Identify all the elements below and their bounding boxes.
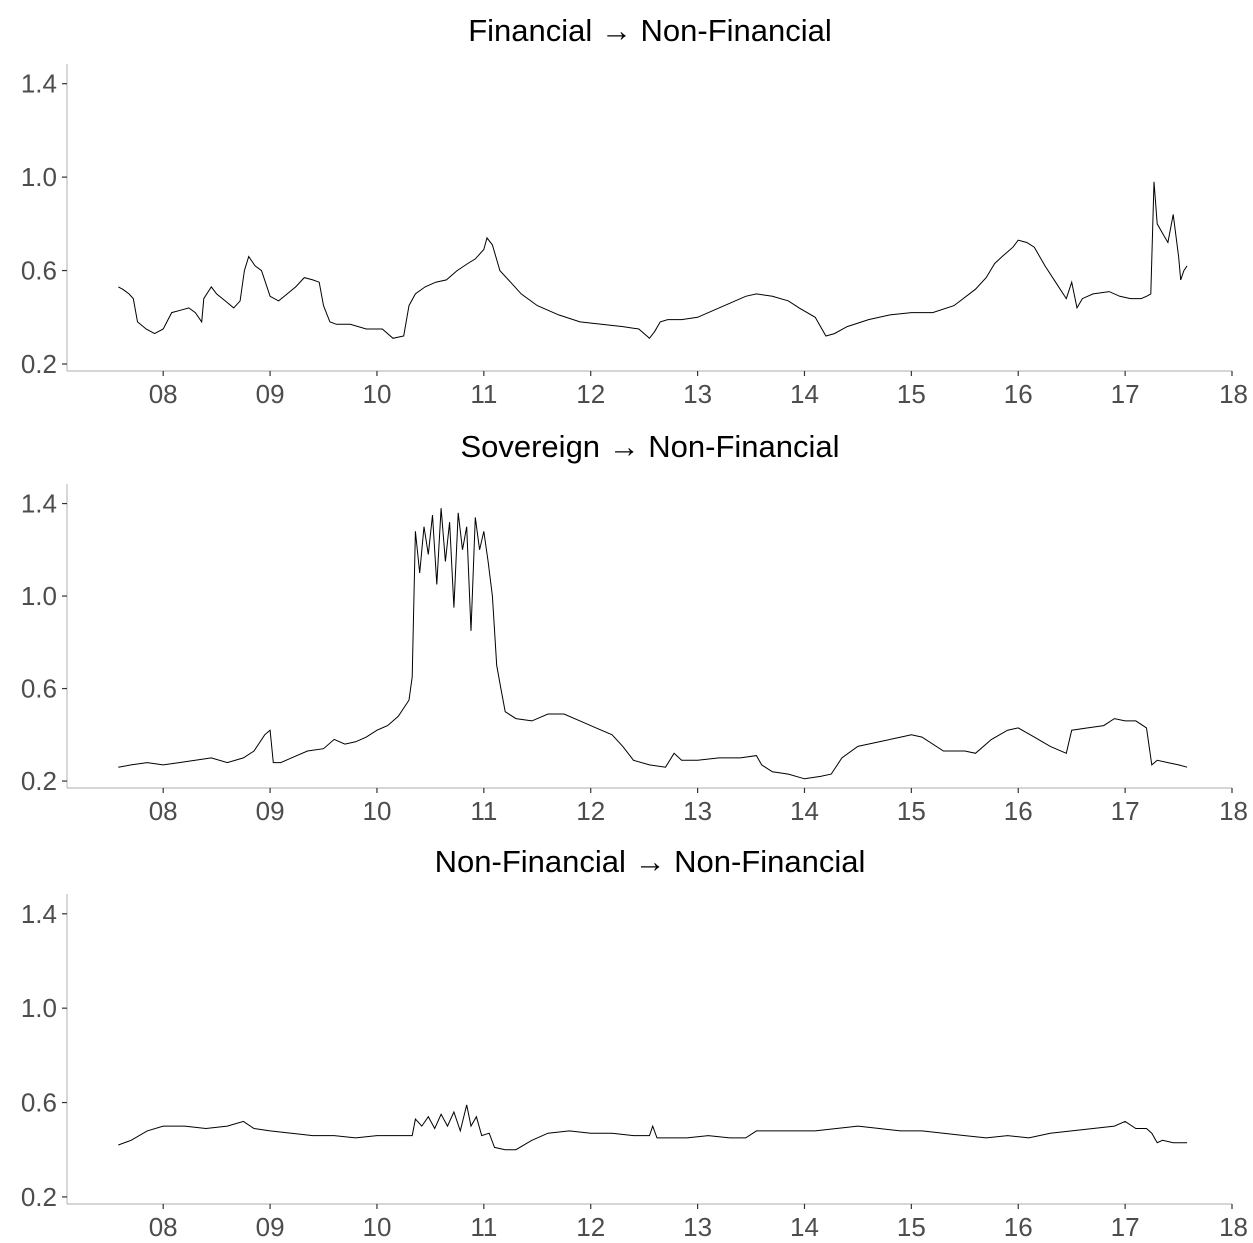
x-tick-label: 10 (362, 1212, 391, 1242)
y-tick-label: 1.0 (21, 993, 57, 1023)
y-tick-label: 0.2 (21, 766, 57, 796)
x-tick-label: 12 (576, 379, 605, 409)
y-tick-label: 1.4 (21, 489, 57, 519)
x-tick-label: 14 (790, 1212, 819, 1242)
panel-title: Sovereign → Non-Financial (460, 429, 839, 464)
x-tick-label: 09 (256, 379, 285, 409)
x-tick-label: 14 (790, 379, 819, 409)
y-tick-label: 0.2 (21, 1182, 57, 1212)
x-tick-label: 08 (149, 1212, 178, 1242)
x-tick-label: 12 (576, 1212, 605, 1242)
series-line (118, 181, 1188, 340)
panel-title: Non-Financial → Non-Financial (435, 844, 866, 879)
x-tick-label: 09 (256, 796, 285, 826)
y-tick-label: 0.6 (21, 1088, 57, 1118)
x-tick-label: 16 (1004, 379, 1033, 409)
y-tick-label: 0.6 (21, 256, 57, 286)
x-tick-label: 15 (897, 1212, 926, 1242)
x-tick-label: 17 (1111, 796, 1140, 826)
x-tick-label: 16 (1004, 1212, 1033, 1242)
y-tick-label: 1.4 (21, 899, 57, 929)
x-tick-label: 10 (362, 796, 391, 826)
x-tick-label: 11 (470, 796, 497, 826)
x-tick-label: 13 (683, 1212, 712, 1242)
x-tick-label: 11 (470, 379, 497, 409)
x-tick-label: 11 (470, 1212, 497, 1242)
x-tick-label: 18 (1219, 796, 1248, 826)
y-tick-label: 1.0 (21, 162, 57, 192)
series-line (118, 508, 1188, 780)
x-tick-label: 12 (576, 796, 605, 826)
y-tick-label: 1.4 (21, 69, 57, 99)
x-tick-label: 17 (1111, 1212, 1140, 1242)
x-tick-label: 08 (149, 796, 178, 826)
x-tick-label: 13 (683, 379, 712, 409)
x-tick-label: 18 (1219, 379, 1248, 409)
x-tick-label: 08 (149, 379, 178, 409)
x-tick-label: 16 (1004, 796, 1033, 826)
y-tick-label: 0.6 (21, 674, 57, 704)
y-tick-label: 1.0 (21, 581, 57, 611)
x-tick-label: 09 (256, 1212, 285, 1242)
y-tick-label: 0.2 (21, 349, 57, 379)
x-tick-label: 18 (1219, 1212, 1248, 1242)
x-tick-label: 13 (683, 796, 712, 826)
x-tick-label: 10 (362, 379, 391, 409)
x-tick-label: 15 (897, 796, 926, 826)
x-tick-label: 17 (1111, 379, 1140, 409)
x-tick-label: 14 (790, 796, 819, 826)
panel-title: Financial → Non-Financial (468, 13, 832, 48)
series-line (118, 1104, 1188, 1151)
x-tick-label: 15 (897, 379, 926, 409)
